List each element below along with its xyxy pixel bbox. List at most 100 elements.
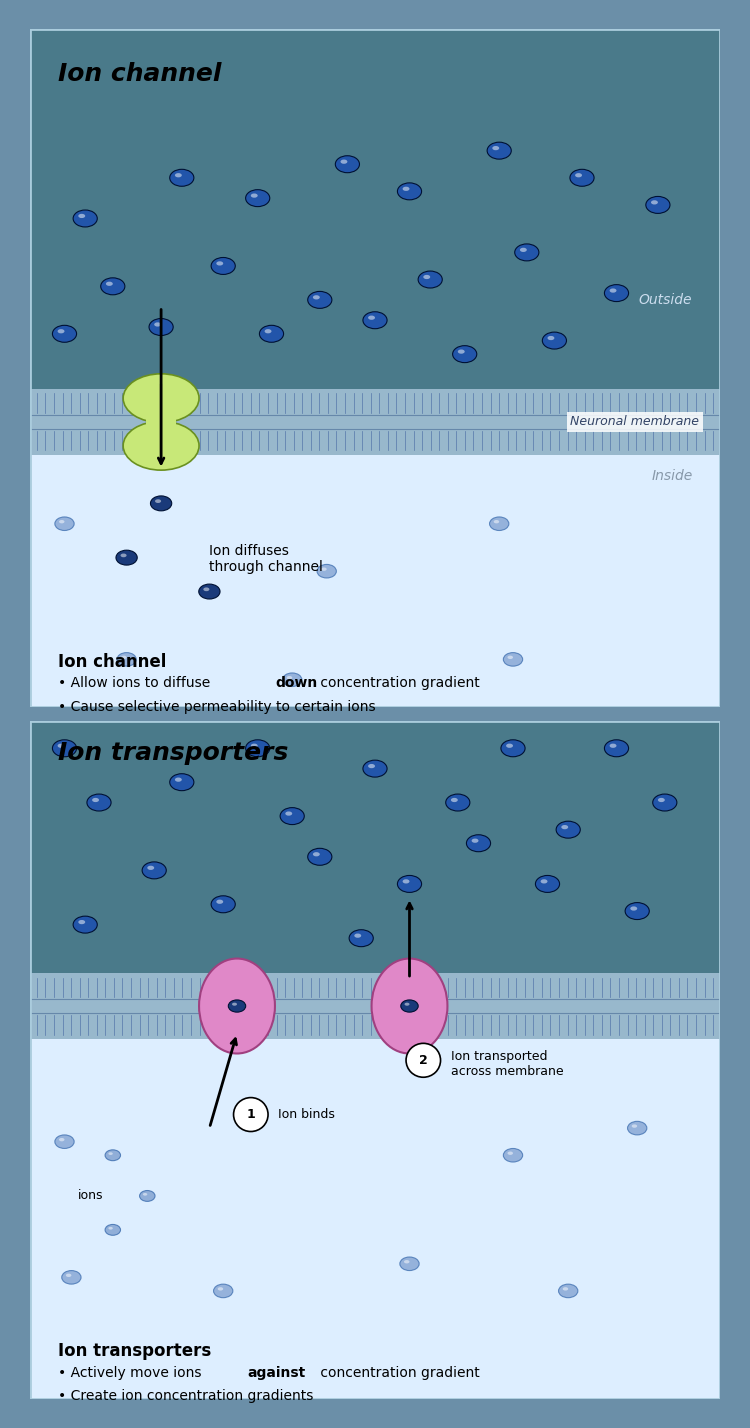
Ellipse shape xyxy=(570,170,594,186)
Ellipse shape xyxy=(105,1150,121,1161)
Ellipse shape xyxy=(472,838,478,843)
Ellipse shape xyxy=(404,1002,410,1005)
Ellipse shape xyxy=(154,323,161,327)
Ellipse shape xyxy=(446,794,470,811)
Ellipse shape xyxy=(398,875,422,892)
Ellipse shape xyxy=(652,794,677,811)
Text: Inside: Inside xyxy=(651,470,692,483)
Ellipse shape xyxy=(506,744,513,748)
Ellipse shape xyxy=(501,740,525,757)
Ellipse shape xyxy=(251,193,258,197)
Ellipse shape xyxy=(100,278,124,294)
Ellipse shape xyxy=(151,496,172,511)
Ellipse shape xyxy=(520,247,526,251)
Ellipse shape xyxy=(604,284,628,301)
Ellipse shape xyxy=(335,156,359,173)
Ellipse shape xyxy=(308,848,332,865)
Ellipse shape xyxy=(109,1152,112,1155)
Ellipse shape xyxy=(246,190,270,207)
FancyBboxPatch shape xyxy=(30,437,720,707)
Ellipse shape xyxy=(143,1192,147,1195)
Text: Ion channel: Ion channel xyxy=(58,63,221,87)
Ellipse shape xyxy=(74,917,98,932)
Ellipse shape xyxy=(175,173,181,177)
Ellipse shape xyxy=(123,374,199,423)
Ellipse shape xyxy=(559,1284,578,1298)
Ellipse shape xyxy=(400,1000,418,1012)
Ellipse shape xyxy=(74,210,98,227)
Ellipse shape xyxy=(92,798,99,803)
Ellipse shape xyxy=(216,261,223,266)
Ellipse shape xyxy=(62,1271,81,1284)
Ellipse shape xyxy=(508,1151,513,1155)
Ellipse shape xyxy=(78,214,86,218)
Ellipse shape xyxy=(53,326,76,343)
Ellipse shape xyxy=(321,567,327,571)
Circle shape xyxy=(406,1044,440,1077)
Ellipse shape xyxy=(363,311,387,328)
Ellipse shape xyxy=(121,655,127,660)
Text: concentration gradient: concentration gradient xyxy=(316,677,480,690)
Text: Neuronal membrane: Neuronal membrane xyxy=(570,416,699,428)
Ellipse shape xyxy=(170,170,194,186)
Text: against: against xyxy=(248,1365,305,1379)
Ellipse shape xyxy=(313,853,320,857)
Ellipse shape xyxy=(59,520,64,524)
Ellipse shape xyxy=(541,880,548,884)
Text: Ion binds: Ion binds xyxy=(278,1108,335,1121)
Ellipse shape xyxy=(488,143,512,159)
Ellipse shape xyxy=(400,1257,419,1271)
Ellipse shape xyxy=(308,291,332,308)
Ellipse shape xyxy=(610,288,616,293)
Ellipse shape xyxy=(123,421,199,470)
Ellipse shape xyxy=(232,1002,237,1005)
Ellipse shape xyxy=(404,1259,410,1264)
Ellipse shape xyxy=(246,740,270,757)
Text: Ion diffuses
through channel: Ion diffuses through channel xyxy=(209,544,323,574)
Ellipse shape xyxy=(216,900,223,904)
Ellipse shape xyxy=(562,1287,568,1291)
Ellipse shape xyxy=(368,764,375,768)
Ellipse shape xyxy=(199,958,275,1054)
Ellipse shape xyxy=(403,187,410,191)
Ellipse shape xyxy=(55,1135,74,1148)
Ellipse shape xyxy=(632,1124,638,1128)
Ellipse shape xyxy=(419,271,442,288)
Ellipse shape xyxy=(548,336,554,340)
Ellipse shape xyxy=(140,1191,155,1201)
Ellipse shape xyxy=(286,675,292,680)
Ellipse shape xyxy=(214,1284,232,1298)
Ellipse shape xyxy=(170,774,194,791)
Ellipse shape xyxy=(398,183,422,200)
Ellipse shape xyxy=(368,316,375,320)
Ellipse shape xyxy=(105,1224,121,1235)
Ellipse shape xyxy=(58,744,64,748)
FancyBboxPatch shape xyxy=(30,1021,720,1399)
Ellipse shape xyxy=(626,902,650,920)
Text: 2: 2 xyxy=(419,1054,428,1067)
Ellipse shape xyxy=(59,1138,64,1141)
Ellipse shape xyxy=(575,173,582,177)
Ellipse shape xyxy=(285,811,292,815)
Ellipse shape xyxy=(149,318,173,336)
Text: • Allow ions to diffuse: • Allow ions to diffuse xyxy=(58,677,214,690)
Ellipse shape xyxy=(371,958,448,1054)
Ellipse shape xyxy=(349,930,374,947)
Circle shape xyxy=(233,1098,268,1131)
FancyBboxPatch shape xyxy=(146,411,176,433)
Ellipse shape xyxy=(503,653,523,667)
Ellipse shape xyxy=(211,895,236,912)
Ellipse shape xyxy=(458,350,465,354)
Ellipse shape xyxy=(508,655,513,660)
Text: • Actively move ions: • Actively move ions xyxy=(58,1365,206,1379)
Text: concentration gradient: concentration gradient xyxy=(316,1365,480,1379)
Text: Ion transported
across membrane: Ion transported across membrane xyxy=(451,1050,563,1078)
Ellipse shape xyxy=(503,1148,523,1162)
Ellipse shape xyxy=(604,740,628,757)
Ellipse shape xyxy=(630,907,638,911)
Ellipse shape xyxy=(155,500,161,503)
Ellipse shape xyxy=(78,920,86,924)
Ellipse shape xyxy=(217,1287,223,1291)
Ellipse shape xyxy=(58,328,64,333)
Ellipse shape xyxy=(561,825,568,830)
